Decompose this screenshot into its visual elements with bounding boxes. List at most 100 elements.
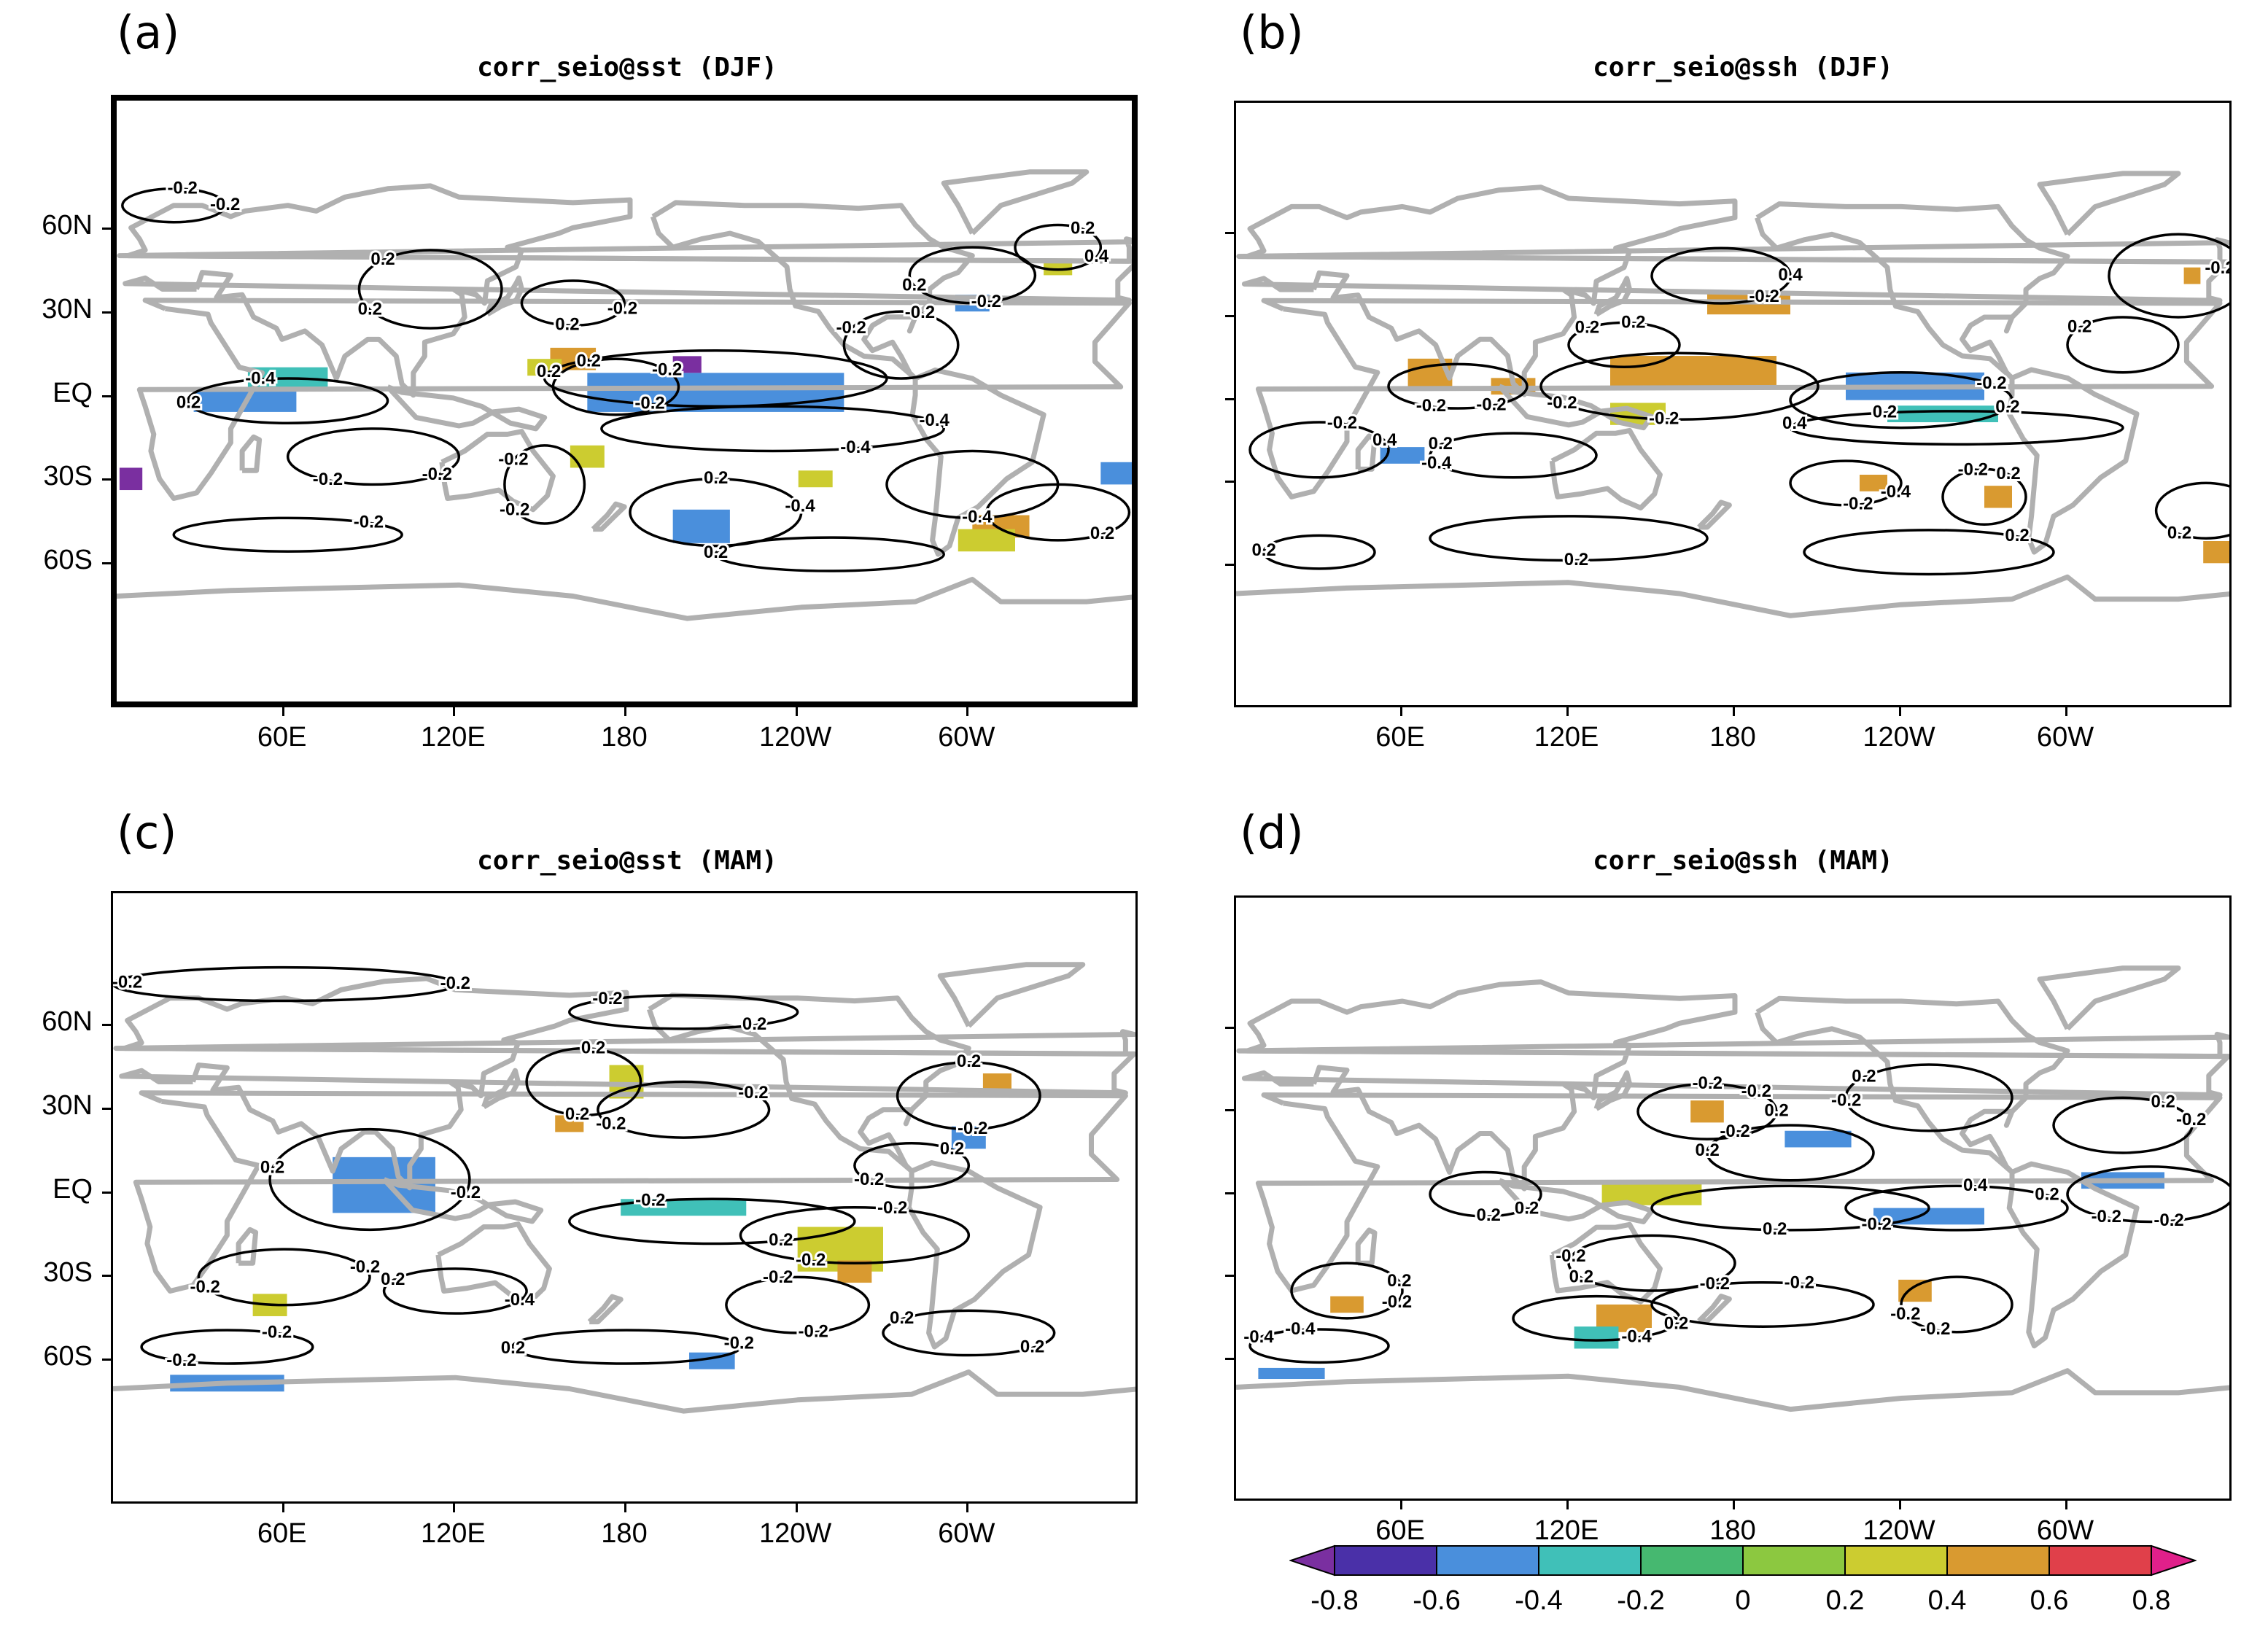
contour-label: 0.2 bbox=[1476, 1205, 1500, 1225]
contour-line bbox=[172, 516, 403, 553]
contour-label: -0.2 bbox=[596, 1113, 626, 1133]
contour-line bbox=[1248, 421, 1390, 479]
contour-label: 0.2 bbox=[1852, 1066, 1876, 1086]
x-tick-label: 120W bbox=[1863, 1515, 1935, 1546]
y-tick bbox=[102, 562, 111, 565]
x-tick bbox=[624, 707, 626, 716]
contour-label: -0.2 bbox=[1749, 287, 1779, 306]
colorbar-cell bbox=[1742, 1545, 1846, 1576]
y-tick-label: 30S bbox=[43, 461, 93, 492]
contour-label: 0.2 bbox=[1996, 464, 2020, 483]
y-tick bbox=[1225, 564, 1234, 567]
y-tick-label: 60S bbox=[43, 1341, 93, 1372]
contour-label: -0.2 bbox=[607, 299, 637, 319]
contour-line bbox=[1014, 223, 1103, 271]
contour-line bbox=[1429, 432, 1598, 479]
coastline bbox=[906, 1160, 1043, 1350]
colorbar-cell bbox=[1289, 1544, 1335, 1577]
contour-label: 0.2 bbox=[381, 1270, 405, 1289]
coastline bbox=[2006, 1161, 2140, 1349]
y-tick bbox=[102, 1024, 111, 1026]
contour-label: 0.2 bbox=[1763, 1219, 1787, 1239]
contour-label: 0.2 bbox=[1515, 1198, 1539, 1218]
contour-label: 0.2 bbox=[2035, 1184, 2059, 1204]
x-tick bbox=[1733, 707, 1735, 716]
coastline bbox=[1255, 298, 2223, 500]
contour-line bbox=[1636, 1082, 1778, 1140]
coastline bbox=[1697, 500, 1732, 530]
map-canvas: 0.4 0.2 -0.2 -0.2 0.4 -0.2 -0.2 -0.4 -0.4 -0.2 0.2… bbox=[1236, 171, 2229, 618]
contour-label: 0.2 bbox=[1995, 397, 2019, 417]
x-tick-label: 180 bbox=[601, 722, 648, 753]
colorbar-cell bbox=[1640, 1545, 1744, 1576]
coastline bbox=[1236, 574, 2229, 618]
contour-label: -0.2 bbox=[313, 470, 343, 489]
shaded-region bbox=[1330, 1296, 1364, 1313]
contour-label: 0.2 bbox=[742, 1014, 766, 1034]
x-tick-label: 120E bbox=[420, 722, 486, 753]
contour-label: -0.2 bbox=[451, 1183, 481, 1202]
contour-line bbox=[896, 1060, 1041, 1131]
y-tick bbox=[1225, 481, 1234, 483]
contour-label: -0.4 bbox=[785, 496, 815, 516]
contour-line bbox=[1844, 1063, 2013, 1132]
x-tick bbox=[624, 1504, 626, 1512]
contour-label: 0.4 bbox=[1084, 246, 1109, 266]
contour-line bbox=[985, 483, 1131, 542]
contour-line bbox=[113, 965, 457, 1003]
contour-line bbox=[1567, 1234, 1736, 1292]
contour-label: -0.2 bbox=[1547, 393, 1577, 413]
y-tick-label: 60S bbox=[43, 545, 93, 576]
shaded-region bbox=[1380, 447, 1425, 464]
x-tick-label: 120W bbox=[759, 722, 832, 753]
contour-label: 0.2 bbox=[2151, 1092, 2175, 1112]
coastline bbox=[1355, 1227, 1378, 1266]
contour-line bbox=[268, 1127, 471, 1232]
contour-label: -0.4 bbox=[1285, 1319, 1316, 1339]
contour-line bbox=[1539, 351, 1820, 421]
contour-line bbox=[1900, 1275, 2013, 1334]
x-tick-label: 60W bbox=[2036, 722, 2094, 753]
y-tick bbox=[102, 1275, 111, 1278]
contour-label: -0.4 bbox=[245, 369, 276, 389]
shaded-region bbox=[982, 1073, 1011, 1091]
coastline bbox=[1236, 1031, 2229, 1060]
contour-label: 0.2 bbox=[2005, 526, 2029, 545]
y-tick bbox=[1225, 1192, 1234, 1194]
y-tick bbox=[102, 394, 111, 397]
contour-label: 0.2 bbox=[704, 543, 728, 562]
coastline bbox=[117, 577, 1132, 621]
contour-label: -0.2 bbox=[210, 195, 240, 214]
coastline bbox=[113, 1029, 1135, 1057]
contour-label: 0.2 bbox=[501, 1338, 525, 1358]
contour-label: 0.2 bbox=[1764, 1101, 1788, 1121]
contour-label: -0.4 bbox=[1421, 453, 1452, 473]
y-tick bbox=[102, 228, 111, 230]
contour-label: 0.2 bbox=[769, 1230, 793, 1250]
shaded-region bbox=[570, 445, 605, 468]
contour-line bbox=[1429, 515, 1709, 562]
y-tick bbox=[1225, 232, 1234, 235]
shaded-region bbox=[672, 509, 730, 543]
contour-line bbox=[2066, 316, 2180, 374]
x-tick bbox=[795, 707, 798, 716]
shaded-region bbox=[621, 1199, 747, 1216]
contour-line bbox=[1803, 529, 2055, 576]
contour-line bbox=[382, 1267, 528, 1315]
colorbar-tick-label: -0.4 bbox=[1515, 1585, 1563, 1616]
x-tick-label: 120E bbox=[1534, 1515, 1599, 1546]
contour-label: -0.4 bbox=[840, 438, 871, 457]
shaded-region bbox=[1984, 486, 2012, 508]
contour-label: 0.2 bbox=[581, 1038, 605, 1058]
x-tick-label: 60W bbox=[2036, 1515, 2094, 1546]
y-tick bbox=[1225, 397, 1234, 400]
contour-label: 0.2 bbox=[704, 468, 728, 488]
map-canvas: -0.20.20.2-0.20.2-0.4-0.20.20.4-0.4-0.2-… bbox=[117, 169, 1132, 621]
contour-label: -0.2 bbox=[738, 1083, 768, 1103]
contour-label: 0.2 bbox=[1071, 219, 1095, 238]
coastline bbox=[1549, 1221, 1663, 1305]
contour-label: -0.4 bbox=[962, 508, 993, 527]
x-tick-label: 120E bbox=[420, 1518, 486, 1549]
contour-label: -0.2 bbox=[1693, 1073, 1723, 1093]
coastline bbox=[909, 368, 1046, 557]
